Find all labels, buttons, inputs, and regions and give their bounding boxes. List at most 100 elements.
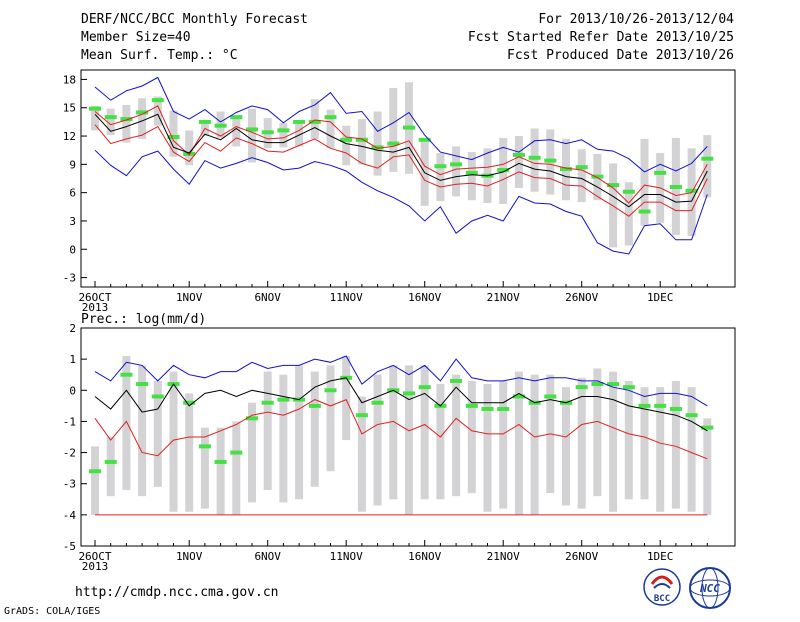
temp-spread-box <box>310 99 319 139</box>
prec-spread-box <box>514 371 523 515</box>
temp-inner-upper-line <box>94 105 708 204</box>
temp-median-mark <box>230 115 243 120</box>
forecast-produced-label: Fcst Produced Date 2013/10/26 <box>507 48 734 63</box>
temp-spread-box <box>514 136 523 188</box>
prec-spread-box <box>91 446 99 515</box>
prec-median-mark <box>622 385 635 390</box>
temp-spread-box <box>530 128 539 192</box>
temp-inner-lower-line <box>94 124 708 217</box>
prec-median-mark <box>607 382 620 387</box>
prec-plot-area: -5 -4 -3 -2 -1 0 1 2 26OCT 1NOV 6NOV 11NOV 16NOV 21NO… <box>63 322 714 573</box>
prec-x-tick-label: 26OCT <box>78 550 111 563</box>
temp-x-tick-label: 1NOV <box>176 291 203 304</box>
forecast-start-label: Fcst Started Refer Date 2013/10/25 <box>468 30 734 45</box>
prec-median-mark <box>669 406 682 411</box>
prec-spread-box <box>483 384 492 512</box>
prec-median-mark <box>544 394 557 399</box>
svg-text:BCC: BCC <box>654 594 670 604</box>
temp-outer-lower-line <box>94 149 708 255</box>
temp-median-mark <box>512 152 525 157</box>
prec-median-mark <box>277 397 290 402</box>
temp-spread-box <box>342 125 351 166</box>
prec-median-mark <box>591 382 604 387</box>
temp-median-mark <box>89 106 101 111</box>
prec-spread-box <box>389 365 398 500</box>
temp-median-mark <box>497 168 510 173</box>
prec-y-tick-label: -1 <box>63 415 76 428</box>
prec-outer-upper-line <box>94 355 708 407</box>
prec-median-mark <box>120 372 133 377</box>
temp-median-mark <box>575 165 588 170</box>
prec-y-tick-label: -5 <box>63 540 76 553</box>
temp-median-mark <box>418 137 431 142</box>
prec-spread-box <box>185 393 194 512</box>
prec-median-mark <box>575 385 588 390</box>
prec-median-mark <box>512 394 525 399</box>
prec-spread-box <box>295 365 304 500</box>
temp-spread-box <box>624 182 633 246</box>
temp-y-tick-label: 18 <box>63 73 76 86</box>
temp-median-mark <box>324 115 337 120</box>
member-size-label: Member Size=40 <box>81 30 191 45</box>
temp-median-mark <box>261 130 274 135</box>
footer-url: http://cmdp.ncc.cma.gov.cn <box>75 585 279 600</box>
temp-y-tick-label: 0 <box>69 243 76 256</box>
prec-median-mark <box>418 385 431 390</box>
temp-spread-box <box>169 110 178 157</box>
prec-spread-box <box>310 371 319 487</box>
prec-median-mark <box>230 450 243 455</box>
temp-y-tick-label: 15 <box>63 102 76 115</box>
temp-median-mark <box>340 137 353 142</box>
prec-spread-box <box>326 365 335 472</box>
prec-x-tick-label: 6NOV <box>254 550 281 563</box>
prec-spread-box <box>200 427 209 509</box>
temp-median-mark <box>151 98 164 103</box>
temp-median-mark <box>104 115 117 120</box>
temp-x-tick-label: 26OCT <box>78 291 111 304</box>
temp-median-mark <box>560 167 572 172</box>
temp-median-mark <box>214 123 227 128</box>
prec-median-mark <box>89 469 101 474</box>
prec-median-mark <box>371 400 384 405</box>
grads-credit: GrADS: COLA/IGES <box>4 606 100 617</box>
temp-median-mark <box>622 189 635 194</box>
temp-median-mark <box>607 183 620 188</box>
svg-text:NCC: NCC <box>699 582 720 595</box>
temp-y-tick-label: 12 <box>63 130 76 143</box>
temp-median-mark <box>387 141 400 146</box>
temp-median-mark <box>654 170 667 175</box>
prec-spread-box <box>499 380 508 509</box>
temp-y-tick-label: 6 <box>69 187 76 200</box>
temp-spread-box <box>122 104 131 143</box>
prec-spread-box <box>216 427 225 515</box>
prec-spread-box <box>153 380 162 487</box>
prec-median-mark <box>497 406 510 411</box>
temp-spread-box <box>373 111 382 176</box>
prec-median-mark <box>701 425 714 430</box>
temp-spread-box <box>467 152 476 201</box>
prec-y-tick-label: 1 <box>69 353 76 366</box>
temp-median-mark <box>638 209 651 214</box>
prec-median-mark <box>450 378 463 383</box>
temp-median-mark <box>434 164 447 169</box>
prec-spread-box <box>420 365 429 500</box>
temp-x-tick-label: 21NOV <box>487 291 520 304</box>
prec-median-mark <box>654 403 667 408</box>
prec-y-tick-label: -2 <box>63 447 76 460</box>
variable-label: Mean Surf. Temp.: °C <box>81 48 238 63</box>
prec-spread-box <box>687 387 696 512</box>
prec-spread-box <box>562 387 570 506</box>
prec-spread-box <box>593 368 602 497</box>
temp-median-mark <box>120 117 133 122</box>
prec-median-mark <box>638 403 651 408</box>
prec-spread-box <box>405 365 413 515</box>
temp-median-mark <box>167 134 180 139</box>
prec-median-mark <box>214 459 227 464</box>
prec-spread-box <box>452 374 461 497</box>
prec-x-tick-label: 1DEC <box>647 550 674 563</box>
prec-spread-box <box>342 356 351 441</box>
prec-spread-box <box>530 374 539 515</box>
temp-spread-box <box>91 105 99 131</box>
prec-spread-box <box>122 356 131 490</box>
prec-spread-box <box>640 387 649 500</box>
